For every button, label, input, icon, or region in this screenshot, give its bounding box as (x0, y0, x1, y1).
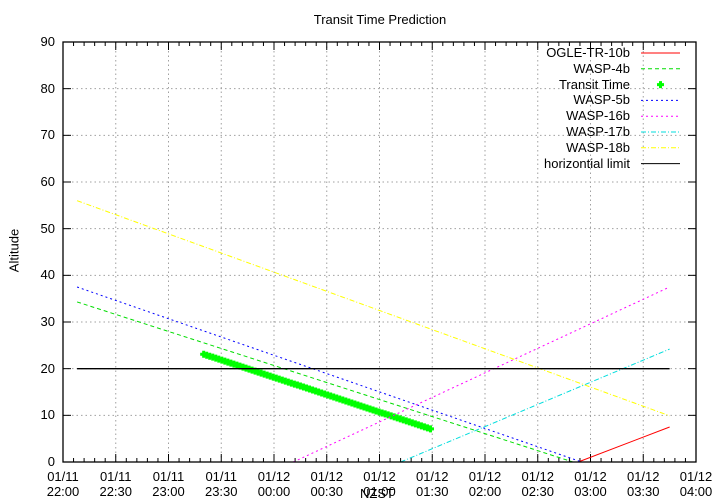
y-tick-label: 40 (40, 267, 55, 283)
x-tick-label: 01/12 01:30 (415, 469, 449, 499)
x-tick-label: 01/12 03:30 (626, 469, 660, 499)
legend-item: WASP-4b (573, 60, 630, 76)
series-line-wasp-16b (293, 286, 670, 463)
series-line-wasp-5b (76, 286, 582, 463)
legend-marker-transit-time (657, 81, 664, 89)
legend-item: OGLE-TR-10b (546, 45, 630, 60)
series-line-ogle-tr-10b (578, 426, 670, 463)
y-tick-label: 80 (40, 80, 55, 96)
legend-item: WASP-17b (566, 123, 630, 139)
x-tick-label: 01/11 22:00 (46, 469, 80, 499)
legend-item: WASP-5b (573, 92, 630, 108)
series-line-wasp-4b (76, 301, 574, 463)
y-tick-label: 50 (40, 220, 55, 236)
plot-border (62, 41, 697, 463)
x-tick-label: 01/12 02:30 (521, 469, 555, 499)
transit-time-marker (426, 425, 434, 433)
x-tick-label: 01/11 23:30 (204, 469, 238, 499)
legend-item: horizontial limit (544, 155, 630, 171)
x-tick-label: 01/12 00:00 (257, 469, 291, 499)
x-tick-label: 01/12 00:30 (310, 469, 344, 499)
legend-item: WASP-18b (566, 139, 630, 155)
series-line-wasp-17b (400, 348, 670, 463)
x-axis-label: NZST (360, 486, 394, 501)
y-tick-label: 10 (40, 407, 55, 423)
x-tick-label: 01/12 01:00 (363, 469, 396, 499)
y-tick-label: 90 (40, 34, 55, 49)
y-tick-label: 60 (40, 174, 55, 189)
chart-title: Transit Time Prediction (313, 12, 447, 27)
series-line-wasp-18b (76, 200, 670, 417)
legend: OGLE-TR-10b WASP-4b Transit Time WASP-5b… (544, 45, 630, 171)
x-tick-label: 01/11 23:00 (152, 469, 185, 499)
y-tick-label: 20 (40, 360, 55, 376)
x-tick-label: 01/12 03:00 (574, 469, 607, 499)
x-tick-label: 01/12 02:00 (468, 469, 502, 499)
y-tick-label: 70 (40, 127, 55, 143)
y-tick-label: 0 (47, 454, 55, 469)
x-tick-label: 01/11 22:30 (99, 469, 133, 499)
legend-item: WASP-16b (566, 108, 630, 124)
y-tick-label: 30 (40, 314, 55, 329)
x-tick-label: 01/12 04:00 (679, 469, 713, 499)
legend-item: Transit Time (558, 76, 630, 92)
